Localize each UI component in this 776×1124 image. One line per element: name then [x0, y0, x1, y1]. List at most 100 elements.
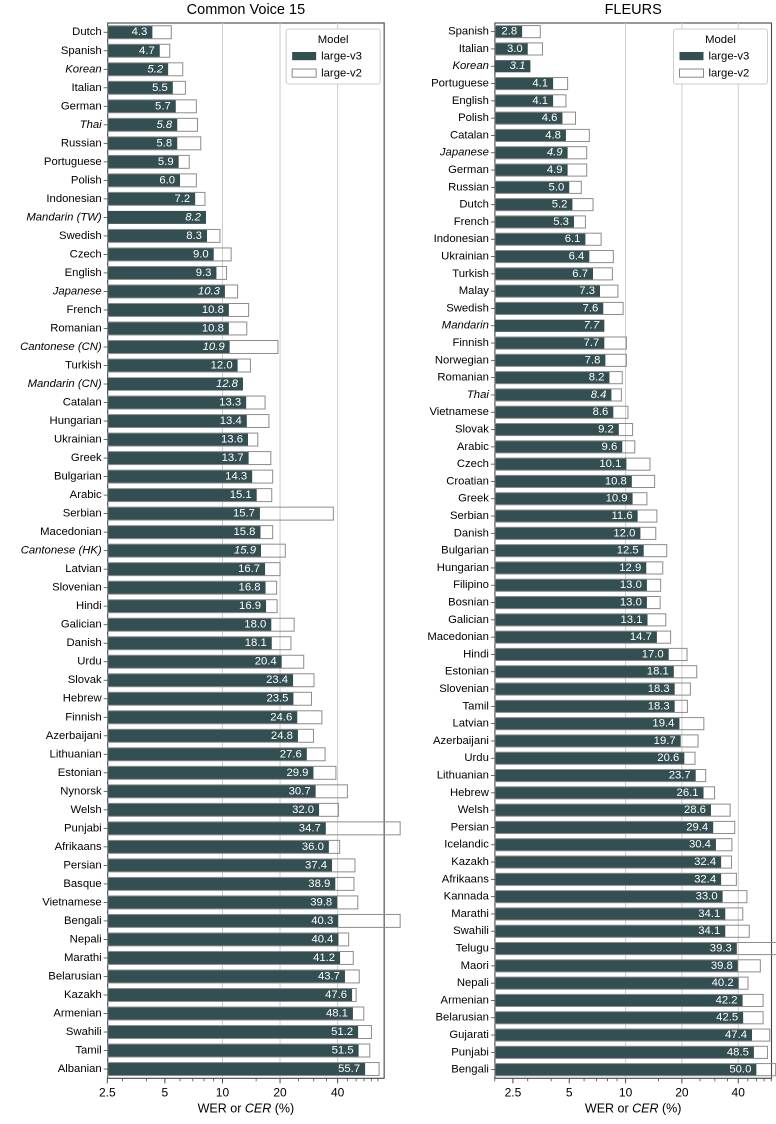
svg-text:10.8: 10.8	[202, 304, 224, 316]
svg-text:Azerbaijani: Azerbaijani	[433, 735, 489, 747]
svg-text:17.0: 17.0	[642, 648, 664, 660]
svg-text:Macedonian: Macedonian	[40, 526, 102, 538]
svg-text:5.0: 5.0	[549, 181, 565, 193]
svg-text:51.5: 51.5	[332, 1045, 354, 1057]
svg-text:48.5: 48.5	[727, 1046, 749, 1058]
svg-text:12.8: 12.8	[216, 378, 239, 390]
svg-text:Bosnian: Bosnian	[448, 597, 489, 609]
svg-text:Welsh: Welsh	[458, 804, 489, 816]
svg-text:Basque: Basque	[63, 878, 101, 890]
svg-text:Greek: Greek	[71, 452, 102, 464]
svg-text:24.6: 24.6	[270, 711, 292, 723]
svg-text:18.3: 18.3	[648, 683, 670, 695]
svg-text:40.3: 40.3	[311, 915, 333, 927]
svg-text:Bengali: Bengali	[64, 915, 102, 927]
svg-text:6.7: 6.7	[572, 268, 588, 280]
svg-text:14.3: 14.3	[225, 471, 247, 483]
svg-text:Polish: Polish	[458, 112, 489, 124]
svg-text:23.5: 23.5	[266, 693, 288, 705]
svg-text:6.4: 6.4	[569, 251, 585, 263]
svg-text:5.8: 5.8	[157, 119, 173, 131]
svg-text:33.0: 33.0	[696, 891, 718, 903]
svg-text:Ukrainian: Ukrainian	[441, 251, 489, 263]
svg-text:large-v3: large-v3	[321, 50, 362, 62]
svg-text:Afrikaans: Afrikaans	[55, 841, 102, 853]
svg-text:5.2: 5.2	[147, 63, 163, 75]
svg-text:Dutch: Dutch	[72, 26, 102, 38]
svg-text:Model: Model	[705, 34, 736, 46]
svg-text:Arabic: Arabic	[70, 489, 102, 501]
svg-text:42.5: 42.5	[716, 1012, 738, 1024]
svg-text:Hungarian: Hungarian	[437, 562, 489, 574]
svg-text:Latvian: Latvian	[452, 718, 488, 730]
svg-text:18.1: 18.1	[245, 637, 267, 649]
svg-text:WER or CER (%): WER or CER (%)	[198, 1101, 295, 1115]
svg-text:40: 40	[732, 1085, 746, 1099]
svg-text:Lithuanian: Lithuanian	[50, 748, 102, 760]
svg-text:Cantonese (HK): Cantonese (HK)	[21, 545, 102, 557]
svg-text:5.7: 5.7	[155, 100, 171, 112]
svg-text:Belarusian: Belarusian	[436, 1012, 489, 1024]
svg-text:German: German	[448, 164, 489, 176]
svg-text:50.0: 50.0	[729, 1064, 751, 1076]
svg-text:Korean: Korean	[452, 60, 488, 72]
svg-text:Catalan: Catalan	[63, 397, 102, 409]
svg-text:Japanese: Japanese	[52, 285, 102, 297]
svg-text:Kannada: Kannada	[444, 891, 490, 903]
svg-text:Hindi: Hindi	[463, 648, 489, 660]
svg-text:10.8: 10.8	[202, 322, 224, 334]
svg-text:8.4: 8.4	[591, 389, 607, 401]
svg-text:4.9: 4.9	[547, 164, 563, 176]
svg-text:Nepali: Nepali	[457, 977, 489, 989]
svg-text:Serbian: Serbian	[450, 510, 489, 522]
svg-text:14.7: 14.7	[630, 631, 652, 643]
svg-text:Ukrainian: Ukrainian	[54, 434, 102, 446]
svg-text:Finnish: Finnish	[452, 337, 488, 349]
svg-text:Kazakh: Kazakh	[451, 856, 489, 868]
svg-text:4.1: 4.1	[532, 95, 548, 107]
svg-text:10.9: 10.9	[606, 493, 628, 505]
svg-text:Portuguese: Portuguese	[44, 156, 102, 168]
svg-text:55.7: 55.7	[338, 1063, 360, 1075]
svg-text:43.7: 43.7	[318, 970, 340, 982]
svg-text:Tamil: Tamil	[75, 1045, 101, 1057]
svg-text:8.2: 8.2	[589, 372, 605, 384]
svg-text:15.7: 15.7	[233, 508, 255, 520]
svg-text:29.9: 29.9	[286, 767, 308, 779]
svg-text:Model: Model	[318, 34, 349, 46]
svg-text:38.9: 38.9	[308, 878, 330, 890]
svg-text:12.0: 12.0	[211, 359, 233, 371]
svg-text:Gujarati: Gujarati	[449, 1029, 489, 1041]
svg-text:Swahili: Swahili	[66, 1026, 102, 1038]
svg-text:Italian: Italian	[459, 43, 489, 55]
svg-text:Urdu: Urdu	[77, 656, 102, 668]
svg-text:5.2: 5.2	[552, 199, 568, 211]
svg-text:Greek: Greek	[458, 493, 489, 505]
svg-text:7.7: 7.7	[584, 320, 600, 332]
svg-text:Dutch: Dutch	[459, 199, 489, 211]
svg-text:13.0: 13.0	[620, 579, 642, 591]
svg-text:Galician: Galician	[61, 619, 102, 631]
svg-text:Catalan: Catalan	[450, 129, 489, 141]
svg-text:48.1: 48.1	[326, 1007, 348, 1019]
svg-text:large-v2: large-v2	[321, 67, 362, 79]
svg-text:42.2: 42.2	[716, 994, 738, 1006]
svg-text:7.3: 7.3	[579, 285, 595, 297]
svg-text:French: French	[67, 304, 102, 316]
svg-text:15.9: 15.9	[234, 545, 257, 557]
svg-text:Slovenian: Slovenian	[439, 683, 489, 695]
svg-text:German: German	[61, 100, 102, 112]
svg-text:Welsh: Welsh	[71, 804, 102, 816]
svg-text:10: 10	[619, 1085, 633, 1099]
svg-text:39.8: 39.8	[310, 896, 332, 908]
svg-text:Marathi: Marathi	[64, 952, 102, 964]
svg-text:28.6: 28.6	[684, 804, 706, 816]
svg-text:Afrikaans: Afrikaans	[442, 873, 489, 885]
svg-text:Armenian: Armenian	[53, 1007, 101, 1019]
svg-text:40.2: 40.2	[712, 977, 734, 989]
svg-text:9.6: 9.6	[602, 441, 618, 453]
svg-text:Swedish: Swedish	[446, 302, 489, 314]
svg-text:Hungarian: Hungarian	[50, 415, 102, 427]
svg-text:Mandarin (CN): Mandarin (CN)	[28, 378, 102, 390]
svg-text:Bulgarian: Bulgarian	[441, 545, 489, 557]
